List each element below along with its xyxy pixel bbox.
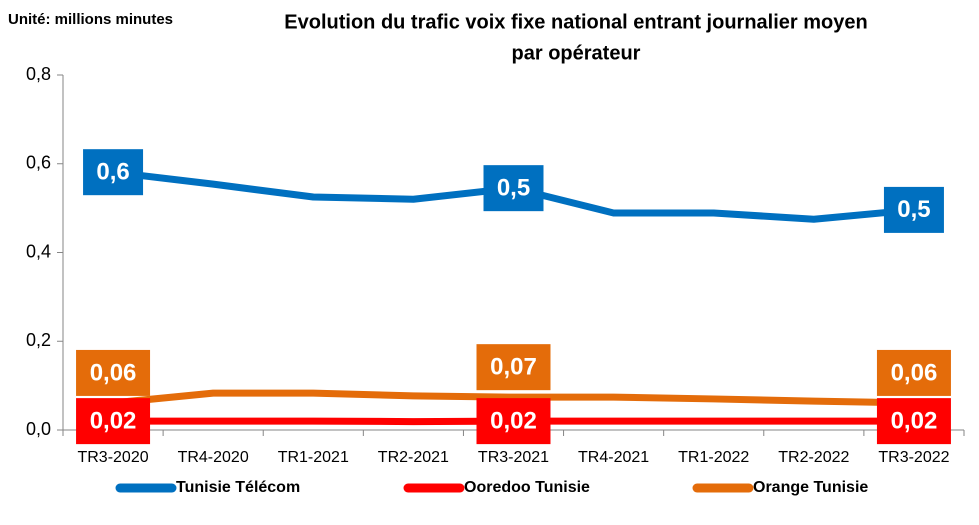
x-tick-label: TR3-2021: [478, 449, 549, 466]
y-tick-label: 0,0: [26, 419, 51, 439]
data-label: 0,5: [497, 175, 530, 202]
data-label: 0,5: [897, 196, 930, 223]
data-label-box: [76, 398, 151, 445]
legend-label: Ooredoo Tunisie: [464, 479, 590, 496]
x-tick-label: TR2-2022: [778, 449, 849, 466]
legend-label: Tunisie Télécom: [176, 479, 300, 496]
y-tick-label: 0,6: [26, 153, 51, 173]
data-label-box: [83, 149, 144, 196]
data-label: 0,06: [891, 359, 938, 386]
y-tick-label: 0,4: [26, 241, 51, 261]
x-tick-label: TR1-2021: [278, 449, 349, 466]
x-tick-label: TR4-2020: [178, 449, 249, 466]
data-label: 0,02: [891, 407, 938, 434]
data-label-box: [476, 398, 551, 445]
data-label-box: [876, 349, 951, 396]
data-label: 0,07: [490, 354, 537, 381]
y-tick-label: 0,8: [26, 64, 51, 84]
x-tick-label: TR4-2021: [578, 449, 649, 466]
data-label: 0,02: [490, 407, 537, 434]
data-label: 0,6: [96, 159, 129, 186]
chart-title: par opérateur: [512, 42, 641, 64]
data-label-box: [883, 186, 944, 233]
unit-label: Unité: millions minutes: [8, 11, 173, 28]
data-label-box: [483, 165, 544, 212]
x-tick-label: TR3-2020: [77, 449, 148, 466]
x-tick-label: TR1-2022: [678, 449, 749, 466]
data-label: 0,06: [90, 359, 137, 386]
y-tick-label: 0,2: [26, 330, 51, 350]
data-label-box: [476, 344, 551, 391]
x-tick-label: TR2-2021: [378, 449, 449, 466]
legend-label: Orange Tunisie: [753, 479, 868, 496]
data-label-box: [876, 398, 951, 445]
x-tick-label: TR3-2022: [878, 449, 949, 466]
data-label: 0,02: [90, 407, 137, 434]
chart-title: Evolution du trafic voix fixe national e…: [284, 11, 867, 33]
series-line: [112, 389, 915, 407]
data-label-box: [76, 349, 151, 396]
